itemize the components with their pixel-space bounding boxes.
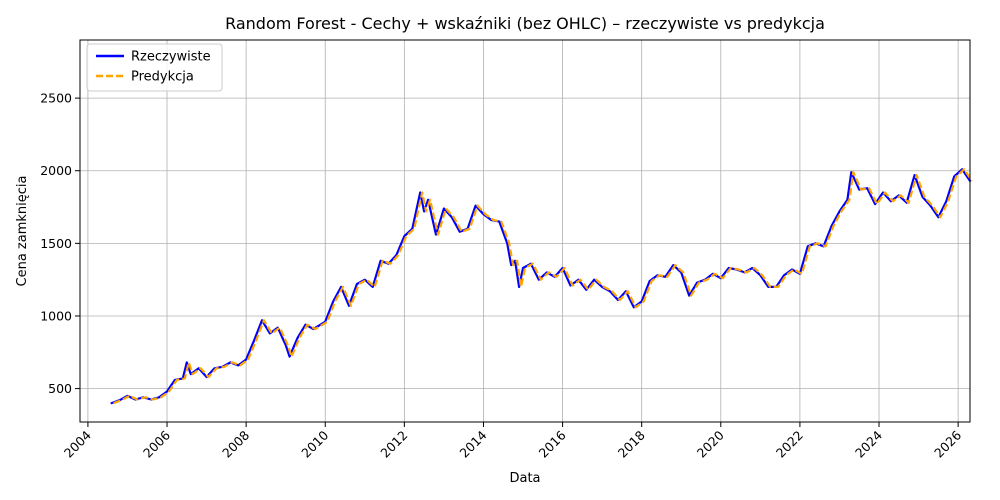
x-tick-label: 2004	[61, 427, 94, 460]
x-tick-label: 2006	[140, 427, 173, 460]
y-tick-label: 2000	[40, 163, 72, 178]
x-tick-label: 2020	[694, 427, 727, 460]
x-tick-label: 2018	[615, 427, 648, 460]
x-tick-label: 2022	[773, 428, 806, 461]
series-line-rzeczywiste	[110, 168, 972, 405]
legend-label-predykcja: Predykcja	[131, 70, 194, 85]
y-axis-ticks: 500 1000 1500 2000 2500	[40, 91, 80, 396]
series-layer	[110, 168, 973, 405]
x-tick-label: 2008	[219, 427, 252, 460]
x-tick-label: 2014	[456, 427, 489, 460]
legend: Rzeczywiste Predykcja	[86, 43, 223, 92]
x-tick-label: 2012	[377, 428, 410, 461]
y-axis-label: Cena zamknięcia	[15, 176, 30, 287]
y-tick-label: 500	[48, 381, 72, 396]
y-tick-label: 1500	[40, 236, 72, 251]
series-line-predykcja	[113, 168, 973, 405]
chart-title: Random Forest - Cechy + wskaźniki (bez O…	[225, 14, 825, 33]
grid	[80, 40, 970, 422]
legend-label-rzeczywiste: Rzeczywiste	[131, 50, 211, 65]
plot-frame	[79, 39, 971, 423]
y-tick-label: 1000	[40, 308, 72, 323]
x-tick-label: 2016	[536, 427, 569, 460]
x-axis-label: Data	[509, 471, 540, 486]
x-tick-label: 2010	[298, 427, 331, 460]
x-tick-label: 2024	[852, 427, 885, 460]
x-tick-label: 2026	[931, 427, 964, 460]
x-axis-ticks: 2004 2006 2008 2010 2012 2014 2016 2018 2020 2022…	[61, 422, 964, 461]
y-tick-label: 2500	[40, 91, 72, 106]
